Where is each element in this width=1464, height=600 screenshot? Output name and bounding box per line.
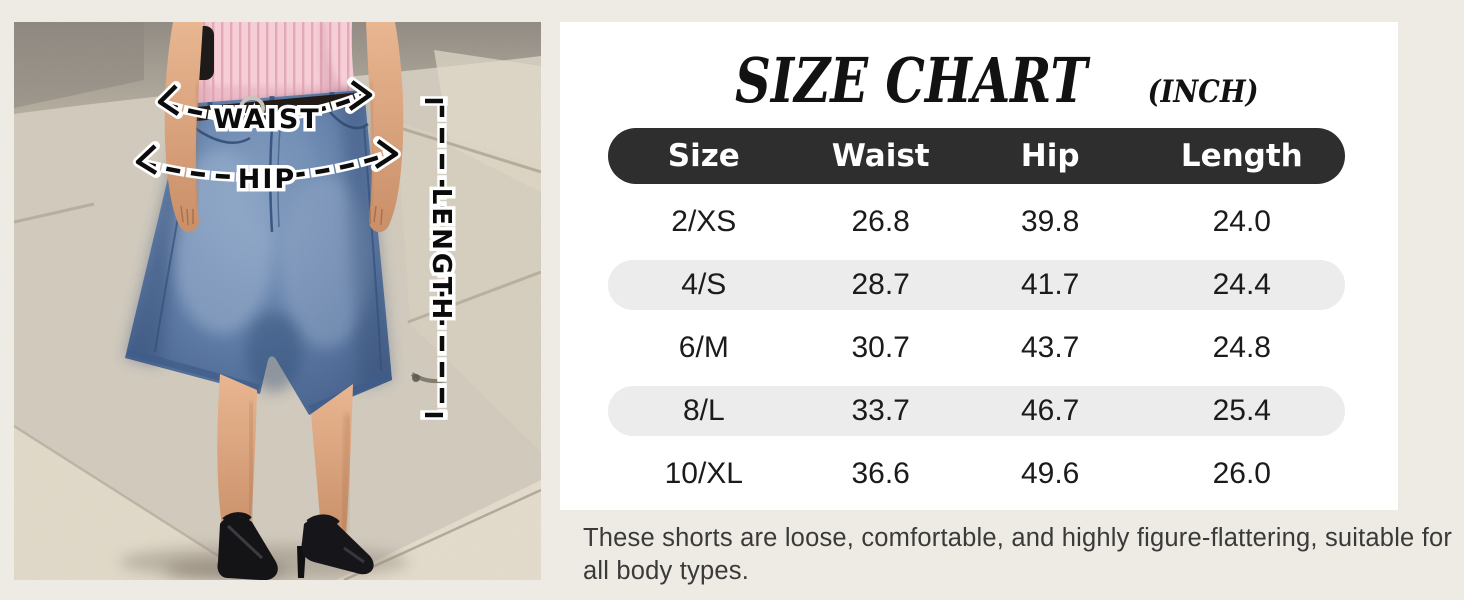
model-photo-illustration: WAIST HIP LENGTH: [14, 22, 541, 580]
cell-waist: 28.7: [851, 268, 910, 301]
cell-size: 4/S: [681, 268, 727, 301]
column-header-hip: Hip: [1020, 138, 1080, 174]
size-chart-panel: SIZE CHART (INCH) Size Waist Hip Length …: [560, 22, 1398, 510]
model-photo: WAIST HIP LENGTH: [14, 22, 541, 580]
cell-waist: 33.7: [851, 394, 910, 427]
cell-length: 26.0: [1212, 457, 1271, 490]
table-row: 2/XS 26.8 39.8 24.0: [608, 197, 1345, 247]
size-chart-header-row: Size Waist Hip Length: [608, 128, 1345, 184]
heeled-shoes: [217, 512, 374, 580]
hip-measure-line: HIP: [133, 136, 401, 199]
cell-hip: 46.7: [1020, 394, 1080, 427]
legs: [217, 374, 353, 541]
cell-hip: 39.8: [1020, 205, 1080, 238]
table-row: 6/M 30.7 43.7 24.8: [608, 323, 1345, 373]
size-chart-title: SIZE CHART (INCH): [560, 44, 1398, 117]
length-measure-line: LENGTH: [420, 96, 460, 420]
waist-measure-line: WAIST: [155, 77, 375, 139]
table-row: 4/S 28.7 41.7 24.4: [608, 260, 1345, 310]
hip-annotation-label: HIP: [238, 164, 296, 195]
table-row: 8/L 33.7 46.7 25.4: [608, 386, 1345, 436]
table-row: 10/XL 36.6 49.6 26.0: [608, 449, 1345, 499]
cell-size: 8/L: [682, 394, 725, 427]
cell-size: 2/XS: [671, 205, 737, 238]
cell-waist: 26.8: [851, 205, 910, 238]
size-chart-title-text: SIZE CHART: [735, 44, 1088, 117]
column-header-size: Size: [667, 138, 740, 174]
size-chart-body: 2/XS 26.8 39.8 24.0 4/S 28.7 41.7 24.4 6…: [608, 197, 1345, 499]
column-header-waist: Waist: [831, 138, 930, 174]
column-header-length: Length: [1180, 138, 1303, 174]
cell-length: 25.4: [1212, 394, 1271, 427]
cell-waist: 36.6: [851, 457, 910, 490]
cell-hip: 49.6: [1020, 457, 1080, 490]
waist-annotation-label: WAIST: [213, 104, 320, 135]
length-annotation-label: LENGTH: [426, 188, 456, 322]
cell-size: 10/XL: [664, 457, 743, 490]
size-chart-unit-text: (INCH): [1147, 74, 1259, 110]
cell-length: 24.4: [1212, 268, 1271, 301]
cell-size: 6/M: [678, 331, 729, 364]
product-caption: These shorts are loose, comfortable, and…: [583, 524, 1453, 585]
cell-hip: 41.7: [1020, 268, 1080, 301]
cell-waist: 30.7: [851, 331, 910, 364]
cell-hip: 43.7: [1020, 331, 1080, 364]
measurement-annotations: WAIST HIP LENGTH: [133, 77, 460, 420]
arms: [164, 22, 404, 233]
cell-length: 24.0: [1212, 205, 1271, 238]
cell-length: 24.8: [1212, 331, 1271, 364]
